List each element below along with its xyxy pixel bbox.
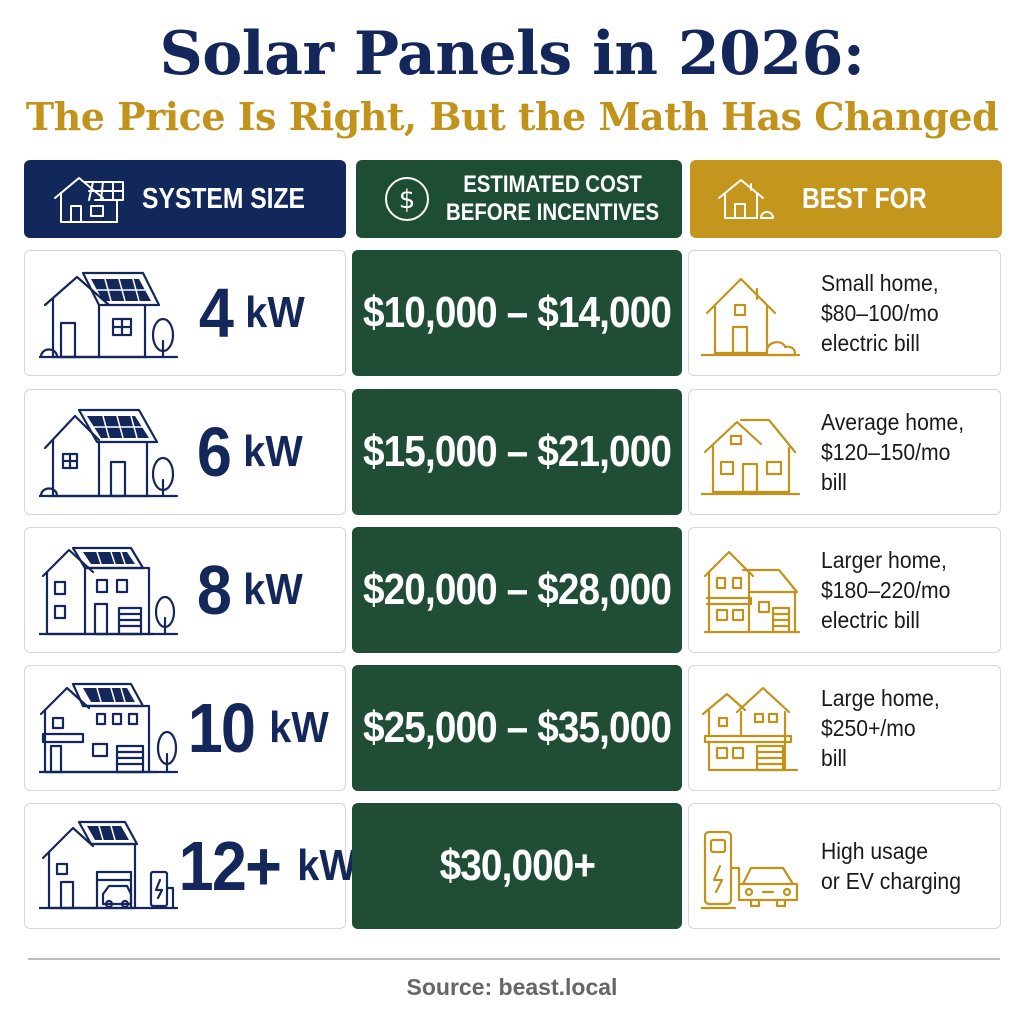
svg-text:$: $	[399, 185, 416, 215]
system-size-cell: 10 kW	[24, 665, 346, 791]
kw-unit: kW	[243, 564, 303, 614]
page-title: Solar Panels in 2026:	[159, 19, 865, 89]
house-solar-icon	[48, 172, 130, 226]
header-cost-line2: BEFORE INCENTIVES	[446, 199, 660, 226]
dollar-circle-icon: $	[382, 174, 432, 224]
divider	[28, 958, 1000, 960]
best-for-cell: Small home, $80–100/mo electric bill	[688, 250, 1001, 376]
page-subtitle: The Price Is Right, But the Math Has Cha…	[25, 94, 999, 139]
system-size-value: 4 kW	[197, 251, 308, 374]
kw-unit: kW	[243, 426, 303, 476]
best-for-line: bill	[821, 468, 847, 495]
cost-range: $10,000 – $14,000	[362, 288, 672, 337]
cost-range: $30,000+	[439, 841, 595, 890]
cost-range: $25,000 – $35,000	[362, 703, 672, 752]
best-for-cell: Average home, $120–150/mo bill	[688, 389, 1001, 515]
header-system-size-label: SYSTEM SIZE	[142, 182, 306, 215]
header-estimated-cost: $ ESTIMATED COST BEFORE INCENTIVES	[356, 160, 682, 238]
best-for-line: or EV charging	[821, 867, 961, 894]
best-for-line: Large home,	[821, 684, 940, 711]
system-size-value: 6 kW	[195, 390, 306, 513]
estimated-cost-cell: $20,000 – $28,000	[352, 527, 682, 653]
best-for-text: Larger home, $180–220/mo electric bill	[821, 528, 996, 651]
best-for-line: bill	[821, 744, 847, 771]
best-for-line: Larger home,	[821, 546, 947, 573]
best-for-line: Small home,	[821, 269, 939, 296]
kw-number: 6	[196, 412, 232, 491]
system-size-value: 8 kW	[195, 528, 306, 651]
estimated-cost-cell: $25,000 – $35,000	[352, 665, 682, 791]
system-size-value: 12+ kW	[173, 804, 360, 927]
cost-range: $15,000 – $21,000	[362, 427, 672, 476]
header-system-size: SYSTEM SIZE	[24, 160, 346, 238]
kw-number: 4	[198, 273, 234, 352]
best-for-cell: Large home, $250+/mo bill	[688, 665, 1001, 791]
system-size-cell: 8 kW	[24, 527, 346, 653]
kw-number: 10	[187, 688, 256, 767]
best-for-line: $80–100/mo	[821, 299, 939, 326]
best-for-text: High usage or EV charging	[821, 804, 996, 927]
estimated-cost-cell: $10,000 – $14,000	[352, 250, 682, 376]
header-best-for: BEST FOR	[690, 160, 1002, 238]
cost-range: $20,000 – $28,000	[362, 565, 672, 614]
header-cost-line1: ESTIMATED COST	[463, 171, 642, 198]
best-for-text: Large home, $250+/mo bill	[821, 666, 996, 789]
kw-number: 12+	[178, 826, 282, 905]
best-for-cell: High usage or EV charging	[688, 803, 1001, 929]
best-for-line: Average home,	[821, 408, 965, 435]
system-size-cell: 12+ kW	[24, 803, 356, 929]
house-icon	[712, 174, 782, 224]
estimated-cost-cell: $15,000 – $21,000	[352, 389, 682, 515]
best-for-line: electric bill	[821, 329, 920, 356]
best-for-line: High usage	[821, 837, 929, 864]
best-for-line: $180–220/mo	[821, 576, 951, 603]
best-for-line: $250+/mo	[821, 714, 916, 741]
best-for-line: electric bill	[821, 606, 920, 633]
kw-number: 8	[196, 550, 232, 629]
estimated-cost-cell: $30,000+	[352, 803, 682, 929]
header-best-for-label: BEST FOR	[802, 182, 927, 215]
best-for-line: $120–150/mo	[821, 438, 951, 465]
best-for-cell: Larger home, $180–220/mo electric bill	[688, 527, 1001, 653]
source-credit: Source: beast.local	[406, 974, 618, 1000]
system-size-cell: 6 kW	[24, 389, 346, 515]
best-for-text: Small home, $80–100/mo electric bill	[821, 251, 996, 374]
kw-unit: kW	[297, 840, 357, 890]
best-for-text: Average home, $120–150/mo bill	[821, 390, 996, 513]
kw-unit: kW	[269, 702, 329, 752]
kw-unit: kW	[245, 287, 305, 337]
system-size-value: 10 kW	[184, 666, 332, 789]
system-size-cell: 4 kW	[24, 250, 346, 376]
